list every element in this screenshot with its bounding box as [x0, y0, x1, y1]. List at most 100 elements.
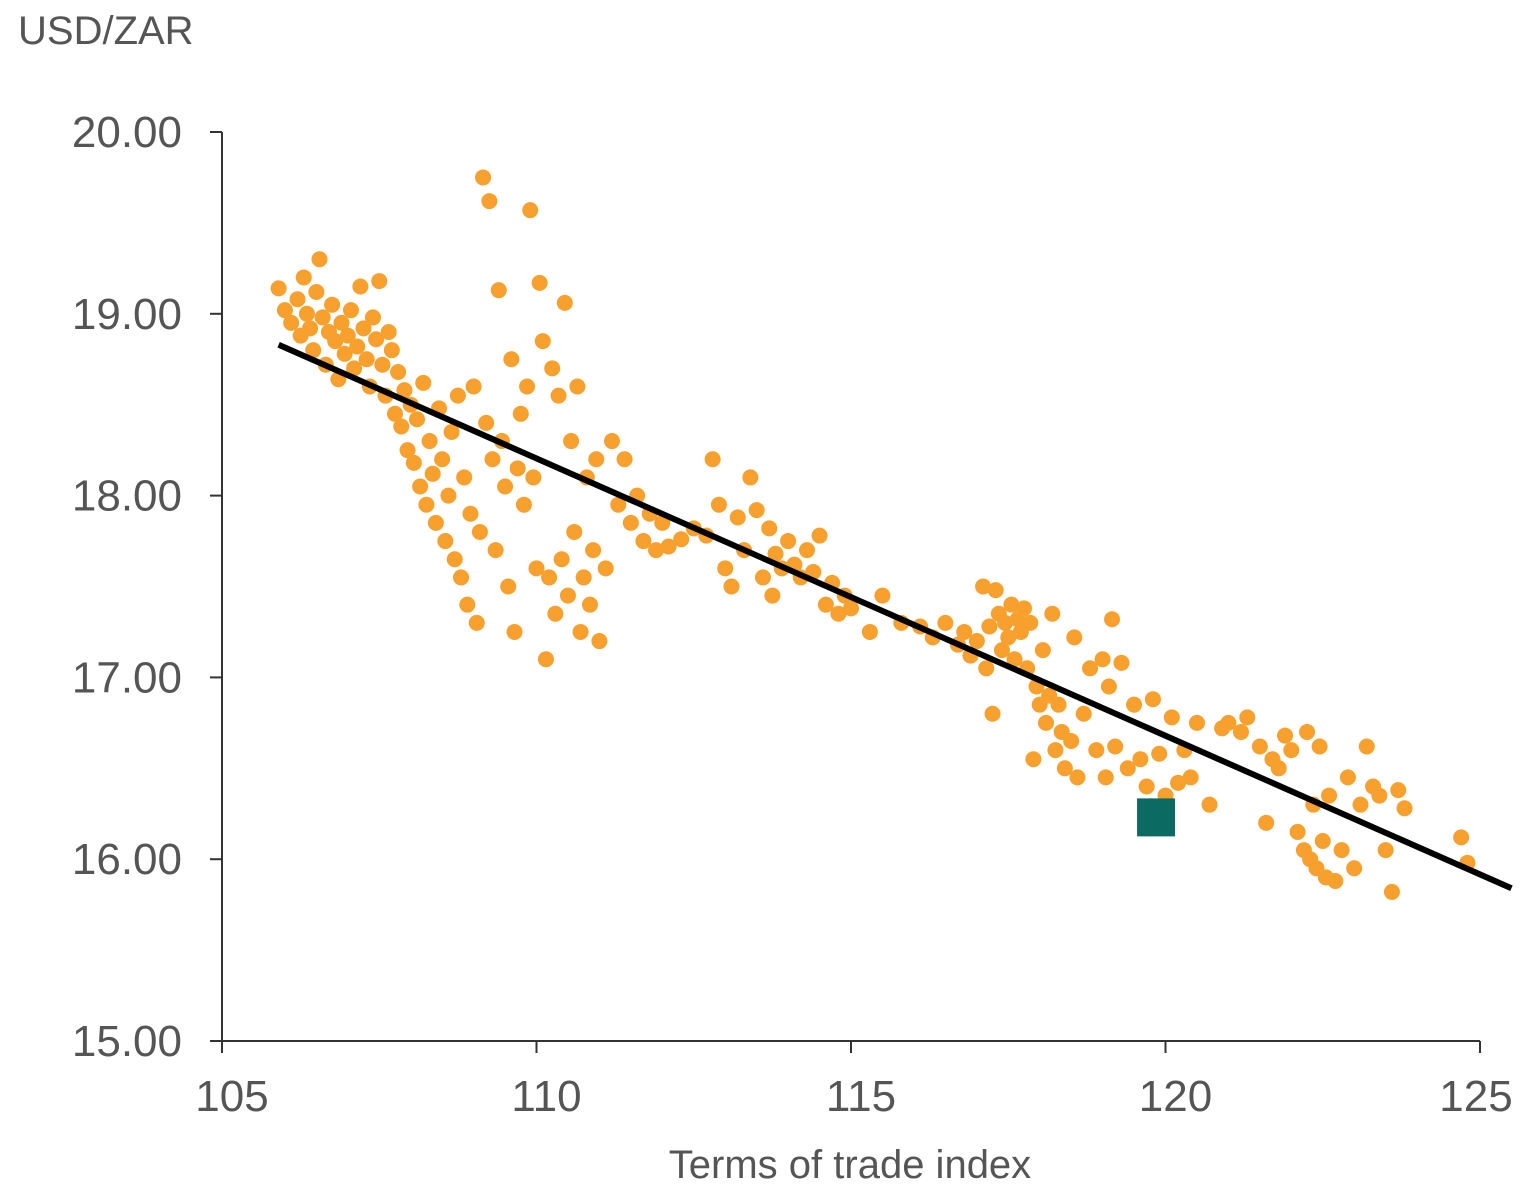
scatter-point — [393, 418, 410, 435]
scatter-point — [635, 533, 652, 550]
scatter-point — [1170, 774, 1187, 791]
scatter-point — [399, 442, 416, 459]
scatter-point — [1119, 760, 1136, 777]
scatter-point — [512, 405, 529, 422]
x-tick-label: 120 — [1139, 1072, 1212, 1121]
scatter-point — [1352, 796, 1369, 813]
scatter-point — [1371, 787, 1388, 804]
scatter-point — [1333, 842, 1350, 859]
scatter-point — [503, 351, 520, 368]
scatter-point — [569, 378, 586, 395]
scatter-point — [754, 569, 771, 586]
scatter-point — [443, 423, 460, 440]
scatter-point — [1025, 751, 1042, 768]
scatter-point — [440, 487, 457, 504]
scatter-point — [1113, 654, 1130, 671]
scatter-point — [446, 551, 463, 568]
scatter-point — [386, 405, 403, 422]
scatter-point — [984, 705, 1001, 722]
scatter-point — [764, 587, 781, 604]
scatter-point — [298, 305, 315, 322]
scatter-point — [519, 378, 536, 395]
scatter-point — [993, 642, 1010, 659]
scatter-point — [710, 496, 727, 513]
scatter-point — [453, 569, 470, 586]
scatter-point — [449, 387, 466, 404]
scatter-point — [648, 542, 665, 559]
scatter-point — [874, 587, 891, 604]
scatter-point — [622, 514, 639, 531]
scatter-point — [830, 605, 847, 622]
scatter-point — [1066, 629, 1083, 646]
scatter-point — [1289, 823, 1306, 840]
scatter-point — [1270, 760, 1287, 777]
x-tick-label: 110 — [511, 1072, 581, 1121]
scatter-point — [333, 314, 350, 331]
scatter-point — [434, 451, 451, 468]
scatter-point — [1396, 800, 1413, 817]
y-tick-label: 20.00 — [72, 108, 182, 157]
scatter-point — [1311, 738, 1328, 755]
scatter-point — [478, 414, 495, 431]
scatter-point — [383, 342, 400, 359]
scatter-point — [717, 560, 734, 577]
scatter-point — [997, 614, 1014, 631]
x-tick-label: 115 — [826, 1072, 896, 1121]
scatter-point — [563, 433, 580, 450]
scatter-point — [544, 360, 561, 377]
scatter-point — [742, 469, 759, 486]
scatter-point — [481, 193, 498, 210]
scatter-point — [585, 542, 602, 559]
scatter-point — [761, 520, 778, 537]
scatter-point — [352, 278, 369, 295]
scatter-point — [1453, 829, 1470, 846]
scatter-point — [468, 614, 485, 631]
scatter-point — [798, 542, 815, 559]
scatter-point — [1277, 727, 1294, 744]
scatter-point — [817, 596, 834, 613]
scatter-point — [547, 605, 564, 622]
scatter-point — [1327, 873, 1344, 890]
scatter-point — [500, 578, 517, 595]
scatter-point — [405, 454, 422, 471]
y-axis-title: USD/ZAR — [18, 9, 194, 53]
scatter-point — [1022, 614, 1039, 631]
x-tick-label: 125 — [1439, 1072, 1512, 1121]
scatter-point — [1346, 860, 1363, 877]
y-axis: 15.00 16.00 17.00 18.00 19.00 20.00 — [72, 108, 223, 1066]
scatter-point — [556, 294, 573, 311]
scatter-point — [1050, 696, 1067, 713]
scatter-point — [327, 333, 344, 350]
scatter-point — [1182, 769, 1199, 786]
scatter-point — [767, 545, 784, 562]
x-axis: 105 110 115 120 125 — [195, 1040, 1513, 1121]
scatter-point — [427, 514, 444, 531]
scatter-point — [566, 523, 583, 540]
scatter-point — [408, 411, 425, 428]
highlight-square-marker — [1137, 798, 1176, 837]
scatter-point — [531, 274, 548, 291]
scatter-point — [374, 356, 391, 373]
scatter-point — [1377, 842, 1394, 859]
scatter-point — [575, 569, 592, 586]
scatter-point — [421, 433, 438, 450]
scatter-point — [415, 374, 432, 391]
scatter-point — [490, 282, 507, 299]
scatter-point — [465, 378, 482, 395]
scatter-point — [1358, 738, 1375, 755]
scatter-point — [975, 578, 992, 595]
scatter-point — [305, 342, 322, 359]
scatter-point — [1063, 733, 1080, 750]
scatter-point — [987, 582, 1004, 599]
scatter-point — [364, 309, 381, 326]
scatter-point — [1151, 745, 1168, 762]
scatter-point — [1251, 738, 1268, 755]
scatter-point — [302, 320, 319, 337]
scatter-point — [978, 660, 995, 677]
scatter-point — [1339, 769, 1356, 786]
scatter-point — [314, 309, 331, 326]
scatter-point — [537, 651, 554, 668]
scatter-point — [704, 451, 721, 468]
